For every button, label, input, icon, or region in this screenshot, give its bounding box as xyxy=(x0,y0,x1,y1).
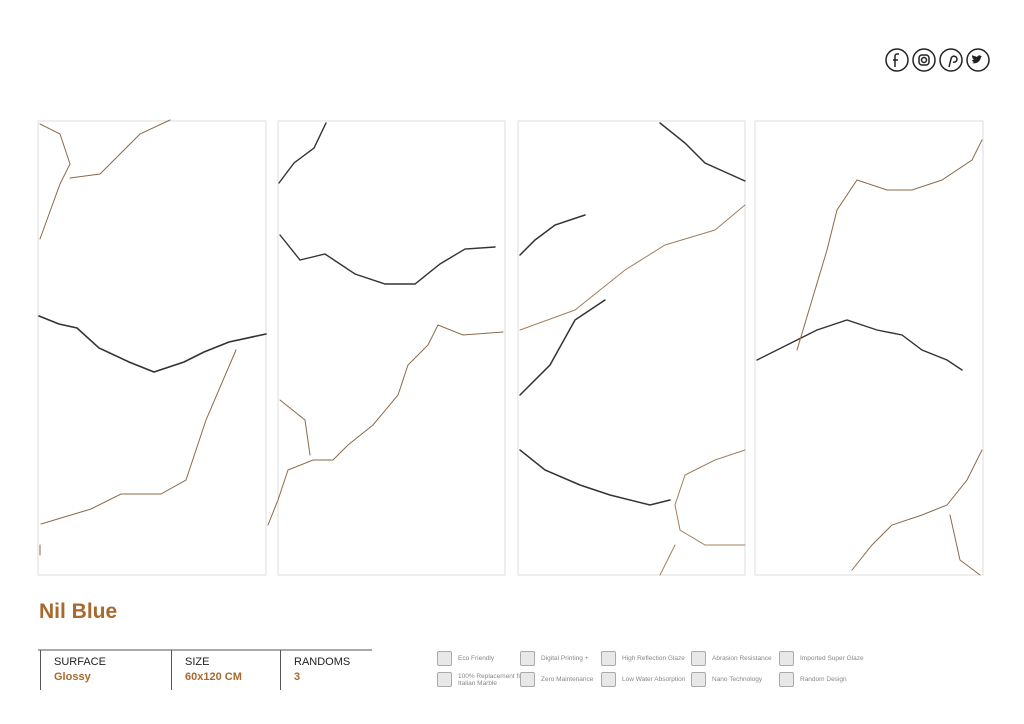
feature-label: Abrasion Resistance xyxy=(712,655,772,662)
feature-icon xyxy=(437,672,452,687)
feature: Imported Super Glaze xyxy=(779,651,869,666)
feature-label: Digital Printing + xyxy=(541,655,589,662)
feature-icon xyxy=(779,672,794,687)
spec-cell: RANDOMS 3 xyxy=(280,650,350,690)
feature: Random Design xyxy=(779,672,869,687)
feature: Abrasion Resistance xyxy=(691,651,781,666)
tile xyxy=(754,120,984,576)
feature: Digital Printing + xyxy=(520,651,610,666)
feature: High Reflection Glaze xyxy=(601,651,691,666)
feature-label: Random Design xyxy=(800,676,847,683)
feature-label: Low Water Absorption xyxy=(622,676,686,683)
pinterest-icon[interactable] xyxy=(939,48,963,72)
feature: Eco Friendly xyxy=(437,651,527,666)
spec-cell: SIZE 60x120 CM xyxy=(171,650,242,690)
feature-icon xyxy=(601,651,616,666)
spec-label: SURFACE xyxy=(54,656,106,668)
tile xyxy=(277,120,506,576)
product-name: Nil Blue xyxy=(39,600,118,623)
feature-label: Nano Technology xyxy=(712,676,763,683)
facebook-icon[interactable] xyxy=(885,48,909,72)
feature-label: Zero Maintenance xyxy=(541,676,594,683)
feature-icon xyxy=(601,672,616,687)
veins xyxy=(38,119,983,576)
social-icons xyxy=(885,48,990,72)
feature-icon xyxy=(779,651,794,666)
spec-label: RANDOMS xyxy=(294,656,351,668)
feature-icon xyxy=(520,651,535,666)
feature-icon xyxy=(691,672,706,687)
feature: 100% Replacement for Italian Marble xyxy=(437,672,527,687)
feature: Zero Maintenance xyxy=(520,672,610,687)
feature: Nano Technology xyxy=(691,672,781,687)
tiles xyxy=(37,120,984,576)
feature-icon xyxy=(437,651,452,666)
spec-value: 60x120 CM xyxy=(185,671,242,683)
instagram-icon[interactable] xyxy=(912,48,936,72)
spec-value: Glossy xyxy=(54,671,91,683)
feature-label: Imported Super Glaze xyxy=(800,655,864,662)
spec-label: SIZE xyxy=(185,656,210,668)
tile xyxy=(517,120,746,576)
feature-icon xyxy=(520,672,535,687)
twitter-icon[interactable] xyxy=(966,48,990,72)
feature: Low Water Absorption xyxy=(601,672,691,687)
spec-cell: SURFACE Glossy xyxy=(40,650,106,690)
tile xyxy=(37,120,267,576)
spec-value: 3 xyxy=(294,671,301,683)
feature-label: Eco Friendly xyxy=(458,655,495,662)
feature-label: High Reflection Glaze xyxy=(622,655,685,662)
feature-icon xyxy=(691,651,706,666)
feature-label: 100% Replacement for Italian Marble xyxy=(458,672,525,687)
